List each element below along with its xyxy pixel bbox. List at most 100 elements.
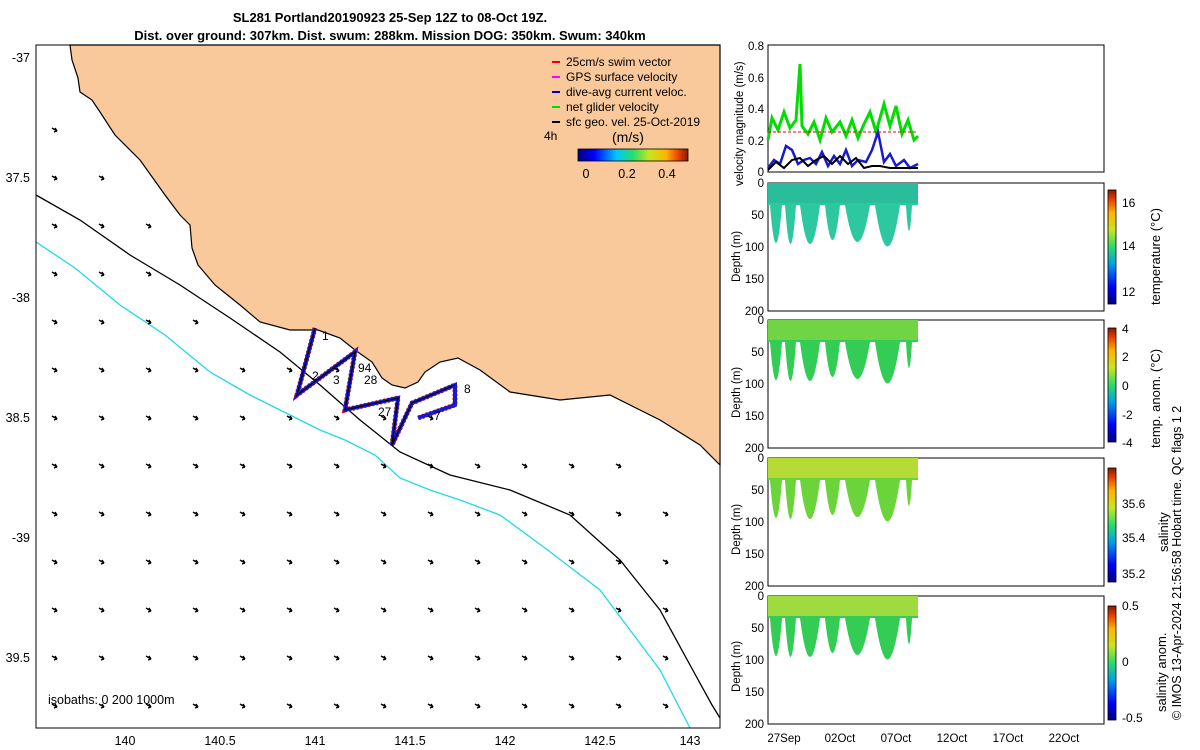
velocity-arrow — [239, 703, 246, 709]
surface-layer — [768, 596, 918, 616]
velocity-arrow — [239, 367, 246, 373]
track-label: 3 — [333, 373, 340, 387]
vel-ytick: 0.2 — [748, 136, 764, 148]
velocity-arrow — [333, 655, 340, 661]
velocity-arrow — [615, 511, 622, 517]
depth-tick: 0 — [758, 453, 764, 465]
velocity-arrow — [521, 463, 528, 469]
sal-ctick: 35.2 — [1122, 567, 1146, 581]
velocity-arrow — [239, 415, 246, 421]
sal-ctick: 35.4 — [1122, 531, 1146, 545]
depth-ylabel: Depth (m) — [731, 504, 743, 555]
temp-anom-colorbar — [1107, 327, 1117, 443]
time-tick: 17Oct — [993, 733, 1024, 745]
sanom-ctick: -0.5 — [1122, 711, 1143, 725]
velocity-arrow — [192, 463, 199, 469]
lat-tick: 38.5 — [6, 411, 30, 425]
velocity-arrow — [239, 559, 246, 565]
colorbar-tick: 0 — [583, 167, 590, 181]
velocity-arrow — [427, 655, 434, 661]
velocity-arrow — [427, 703, 434, 709]
velocity-arrow — [427, 463, 434, 469]
velocity-arrow — [286, 607, 293, 613]
velocity-arrow — [380, 703, 387, 709]
depth-tick: 50 — [751, 347, 764, 359]
velocity-arrow — [145, 655, 152, 661]
depth-tick: 50 — [751, 210, 764, 222]
velocity-arrow — [145, 511, 152, 517]
temp-ctick: 14 — [1122, 239, 1136, 253]
velocity-arrow — [521, 559, 528, 565]
figure-title-line2: Dist. over ground: 307km. Dist. swum: 28… — [134, 28, 646, 43]
lon-tick: 140 — [115, 734, 136, 748]
velocity-arrow — [239, 511, 246, 517]
depth-tick: 100 — [745, 379, 764, 391]
velocity-arrow — [145, 223, 152, 229]
velocity-arrow — [51, 607, 58, 613]
track-label: 28 — [364, 373, 378, 387]
legend-label: dive-avg current veloc. — [566, 85, 687, 99]
colorbar-units: (m/s) — [612, 129, 644, 145]
sanom-ctick: 0 — [1122, 655, 1129, 669]
section-panel: 0 50 100 150 200 — [745, 178, 1105, 318]
velocity-arrow — [286, 559, 293, 565]
velocity-arrow — [51, 319, 58, 325]
surface-layer — [768, 320, 918, 340]
velocity-arrow — [98, 223, 105, 229]
vel-ytick: 0.4 — [748, 104, 765, 116]
track-label: 1 — [322, 329, 329, 343]
velocity-axes — [767, 44, 1105, 173]
map-frame — [35, 44, 721, 729]
time-tick: 22Oct — [1049, 733, 1080, 745]
velocity-arrow — [380, 463, 387, 469]
velocity-arrow — [192, 367, 199, 373]
velocity-arrow — [98, 511, 105, 517]
velocity-arrow — [521, 655, 528, 661]
velocity-arrow — [615, 703, 622, 709]
track-label: 8 — [464, 382, 471, 396]
velocity-arrow — [427, 559, 434, 565]
velocity-arrow — [286, 463, 293, 469]
tanom-ctick: 4 — [1122, 322, 1129, 336]
velocity-arrow — [51, 655, 58, 661]
velocity-arrow — [145, 319, 152, 325]
track-label: 94 — [358, 361, 372, 375]
lon-tick: 141.5 — [394, 734, 425, 748]
velocity-arrow — [427, 607, 434, 613]
velocity-arrow — [98, 175, 105, 181]
velocity-arrow — [145, 463, 152, 469]
depth-tick: 100 — [745, 517, 764, 529]
velocity-arrow — [333, 511, 340, 517]
velocity-arrow — [662, 559, 669, 565]
velocity-arrow — [474, 703, 481, 709]
net-velocity-line — [766, 63, 920, 146]
velocity-arrow — [286, 511, 293, 517]
velocity-arrow — [380, 607, 387, 613]
track-label: 7 — [434, 409, 441, 423]
sanom-ctick: 0.5 — [1122, 599, 1139, 613]
vel-ytick: 0.8 — [748, 41, 764, 53]
velocity-arrow — [192, 319, 199, 325]
depth-tick: 200 — [745, 443, 764, 455]
lat-tick: 39.5 — [6, 651, 30, 665]
velocity-arrow — [51, 367, 58, 373]
velocity-arrow — [662, 703, 669, 709]
colorbar-prefix: 4h — [544, 129, 557, 143]
velocity-arrow — [145, 271, 152, 277]
lat-tick: -37 — [12, 51, 30, 65]
velocity-ylabel: velocity magnitude (m/s) — [734, 61, 746, 186]
time-tick: 12Oct — [937, 733, 968, 745]
velocity-arrow — [98, 607, 105, 613]
sal-ctick: 35.6 — [1122, 497, 1146, 511]
lat-tick: 37.5 — [6, 171, 30, 185]
temperature-clabel: temperature (°C) — [1148, 208, 1163, 305]
tanom-ctick: -2 — [1122, 408, 1133, 422]
section-panel: 0 50 100 150 200 — [745, 453, 1105, 593]
vel-ytick: 0 — [758, 167, 764, 179]
section-panel: 0 50 100 150 200 — [745, 315, 1105, 455]
depth-tick: 100 — [745, 655, 764, 667]
velocity-arrow — [98, 703, 105, 709]
depth-tick: 150 — [745, 549, 764, 561]
speed-colorbar — [577, 148, 689, 162]
